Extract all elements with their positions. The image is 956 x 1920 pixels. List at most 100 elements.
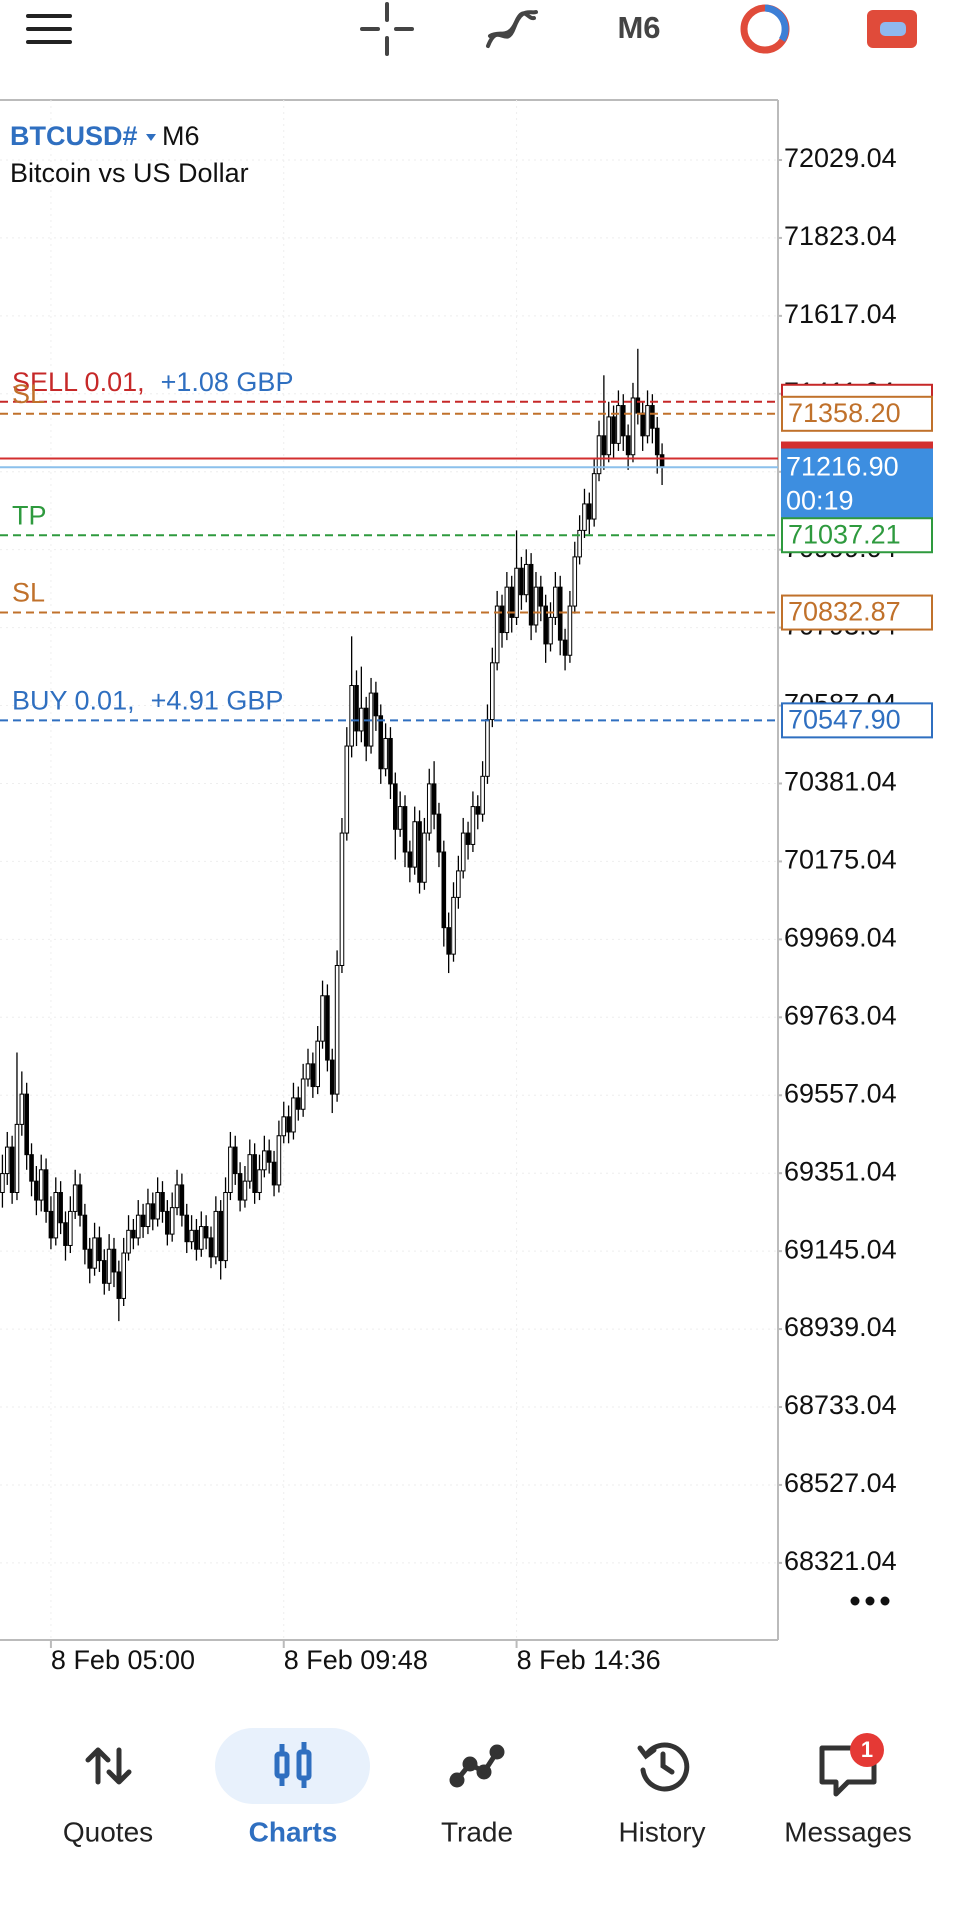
candle-body: [232, 1146, 238, 1175]
candle-body: [630, 397, 636, 456]
more-button[interactable]: [850, 1596, 890, 1606]
candle-body: [616, 405, 621, 444]
candle-body: [611, 416, 616, 444]
chart-header: BTCUSD# M6 Bitcoin vs US Dollar: [10, 121, 249, 188]
nav-label[interactable]: Quotes: [63, 1816, 153, 1847]
candle-body: [587, 503, 592, 520]
candle-body: [460, 832, 466, 872]
candle-body: [509, 586, 515, 618]
level-price: 71358.20: [788, 398, 901, 428]
candle-body: [363, 707, 369, 747]
candle-body: [305, 1063, 311, 1080]
menu-button[interactable]: [26, 14, 72, 44]
candle-body: [58, 1191, 63, 1224]
candle-body: [359, 707, 364, 732]
level-name: TP: [12, 500, 47, 530]
candle-body: [426, 783, 432, 834]
candle-body: [451, 896, 456, 955]
trade-icon[interactable]: [449, 1744, 505, 1788]
history-icon[interactable]: [637, 1742, 690, 1792]
nav-label[interactable]: Trade: [441, 1816, 513, 1847]
candle-body: [407, 851, 413, 868]
candle-body: [620, 405, 626, 437]
nav-label[interactable]: History: [618, 1816, 705, 1847]
candle-body: [315, 1040, 320, 1088]
level-name: SL: [12, 578, 45, 608]
trade-button[interactable]: [867, 10, 917, 48]
candle-body: [625, 435, 631, 456]
candle-body: [635, 397, 641, 414]
candle-body: [135, 1214, 141, 1239]
candle-body: [252, 1154, 257, 1193]
candle-body: [412, 821, 418, 868]
candle-body: [543, 605, 548, 645]
candle-body: [223, 1191, 228, 1262]
candle-body: [456, 870, 461, 898]
candle-body: [373, 692, 379, 717]
y-tick-label: 69557.04: [784, 1078, 897, 1108]
candle-body: [490, 662, 495, 721]
candle-body: [523, 563, 529, 596]
candle-body: [247, 1154, 253, 1182]
chart-timeframe: M6: [162, 121, 200, 151]
candle-body: [198, 1226, 204, 1250]
candle-body: [310, 1063, 316, 1088]
nav-label[interactable]: Messages: [784, 1816, 912, 1847]
candle-body: [475, 806, 481, 815]
candle-body: [174, 1184, 180, 1209]
symbol[interactable]: BTCUSD#: [10, 121, 138, 151]
candle-body: [48, 1210, 54, 1239]
candle-body: [19, 1093, 25, 1125]
crosshair-button[interactable]: [360, 2, 414, 56]
candles: [0, 348, 665, 1322]
candle-body: [349, 685, 354, 747]
candle-body: [145, 1203, 151, 1228]
y-tick-label: 69969.04: [784, 922, 897, 952]
symbol-description: Bitcoin vs US Dollar: [10, 158, 249, 188]
candle-body: [4, 1146, 10, 1175]
candle-body: [291, 1097, 296, 1133]
order-box: [781, 702, 933, 739]
candle-body: [499, 605, 505, 634]
symbol-dropdown[interactable]: [146, 134, 156, 141]
y-tick-label: 70381.04: [784, 767, 897, 797]
level-box: [781, 395, 933, 432]
y-tick-label: 69351.04: [784, 1156, 897, 1186]
candle-body: [393, 783, 398, 830]
message-badge-count: 1: [861, 1737, 873, 1762]
nav-label[interactable]: Charts: [249, 1816, 338, 1847]
chart: 72029.0471823.0471617.0471411.0471205.04…: [0, 99, 933, 1675]
candle-body: [286, 1116, 291, 1133]
candle-body: [257, 1169, 262, 1193]
candle-body: [494, 605, 500, 664]
candle-body: [378, 715, 384, 770]
candle-body: [266, 1150, 272, 1163]
grid: [0, 100, 778, 1640]
candle-body: [228, 1146, 233, 1193]
candle-body: [557, 586, 563, 641]
candle-body: [397, 806, 403, 830]
candle-body: [218, 1210, 223, 1262]
candle-body: [402, 806, 408, 853]
candle-body: [106, 1248, 112, 1284]
level-box: [781, 594, 933, 631]
candle-body: [645, 405, 650, 437]
candle-body: [538, 586, 544, 607]
charts-icon[interactable]: [274, 1742, 312, 1788]
timeframe-button[interactable]: M6: [617, 10, 660, 45]
top-bar: M6: [26, 2, 917, 56]
candle-body: [548, 616, 553, 645]
quotes-icon[interactable]: [85, 1747, 132, 1785]
candle-body: [160, 1191, 165, 1212]
y-tick-label: 69763.04: [784, 1000, 897, 1030]
candle-body: [126, 1229, 131, 1254]
bottom-nav: 1 Quotes Charts Trade History Messages: [63, 1728, 912, 1847]
candle-body: [242, 1180, 248, 1201]
indicators-button[interactable]: [486, 10, 538, 48]
candle-body: [659, 454, 665, 468]
candle-body: [295, 1097, 301, 1110]
candle-body: [582, 503, 587, 531]
order-profit: +1.08 GBP: [161, 367, 294, 397]
one-click-button[interactable]: [740, 4, 790, 54]
candle-body: [334, 964, 340, 1095]
